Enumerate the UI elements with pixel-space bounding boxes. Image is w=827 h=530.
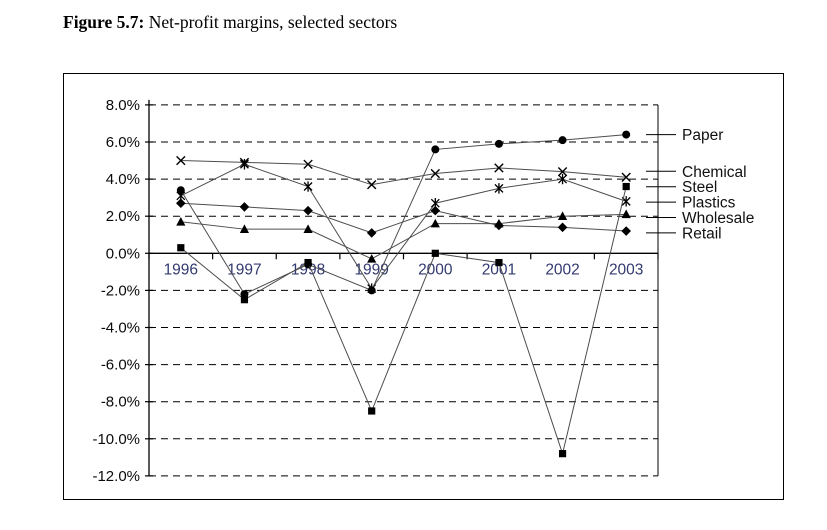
marker-diamond-retail: [494, 221, 504, 231]
marker-diamond-retail: [240, 202, 250, 212]
x-tick-label: 2000: [418, 261, 453, 278]
marker-square-steel: [304, 259, 311, 266]
y-tick-label: -8.0%: [101, 394, 140, 411]
y-tick-label: -4.0%: [101, 320, 140, 337]
marker-triangle-wholesale: [176, 217, 185, 226]
legend-label-retail: Retail: [682, 225, 722, 242]
figure-number-label: Figure 5.7:: [63, 12, 144, 32]
y-tick-label: -12.0%: [92, 468, 140, 485]
marker-circle-paper: [177, 186, 185, 194]
marker-diamond-retail: [621, 226, 631, 236]
marker-square-steel: [177, 244, 184, 251]
y-tick-label: 2.0%: [106, 208, 140, 225]
marker-circle-paper: [431, 145, 439, 153]
marker-diamond-retail: [303, 206, 313, 216]
marker-circle-paper: [368, 286, 376, 294]
marker-circle-paper: [622, 131, 630, 139]
marker-square-steel: [368, 407, 375, 414]
marker-square-steel: [432, 250, 439, 257]
marker-diamond-retail: [367, 228, 377, 238]
x-tick-label: 1997: [227, 261, 261, 278]
x-tick-label: 2002: [545, 261, 579, 278]
marker-square-steel: [495, 259, 502, 266]
y-tick-label: -6.0%: [101, 357, 140, 374]
x-tick-label: 1996: [164, 261, 198, 278]
y-tick-label: 4.0%: [106, 171, 140, 188]
marker-star-plastics: [304, 181, 312, 191]
marker-diamond-retail: [558, 223, 568, 233]
y-tick-label: -10.0%: [92, 431, 140, 448]
y-tick-label: 0.0%: [106, 245, 140, 262]
marker-circle-paper: [495, 140, 503, 148]
marker-triangle-wholesale: [367, 254, 376, 263]
marker-x-chemical: [367, 180, 375, 188]
figure-title-text: Net-profit margins, selected sectors: [144, 12, 397, 32]
series-line-chemical: [181, 161, 626, 185]
y-tick-label: 8.0%: [106, 97, 140, 114]
chart-frame: 8.0% 6.0% 4.0% 2.0% 0.0% -2.0% -4.0% -6.0% -8.0%…: [63, 73, 784, 500]
y-tick-label: -2.0%: [101, 282, 140, 299]
line-chart: 8.0% 6.0% 4.0% 2.0% 0.0% -2.0% -4.0% -6.0% -8.0%…: [64, 74, 783, 499]
x-tick-label: 2003: [609, 261, 643, 278]
figure-title: Figure 5.7: Net-profit margins, selected…: [63, 12, 397, 33]
marker-triangle-wholesale: [622, 210, 631, 219]
y-tick-label: 6.0%: [106, 134, 140, 151]
marker-circle-paper: [559, 136, 567, 144]
marker-square-steel: [559, 450, 566, 457]
marker-square-steel: [241, 296, 248, 303]
marker-square-steel: [623, 183, 630, 190]
legend-label-paper: Paper: [682, 127, 723, 144]
